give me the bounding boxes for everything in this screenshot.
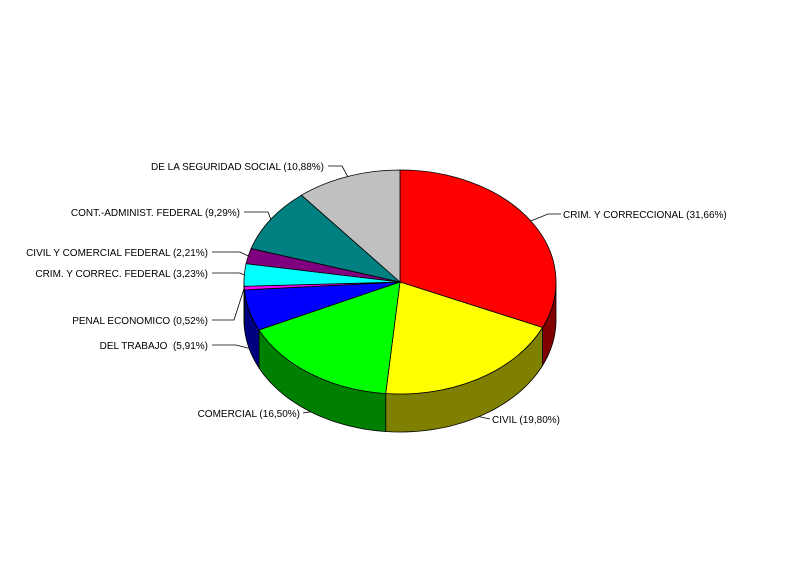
leader-line-1 xyxy=(530,213,561,222)
leader-line-2 xyxy=(478,416,491,420)
slice-label-2: CIVIL (19,80%) xyxy=(492,415,560,426)
slice-label-4: DEL TRABAJO (5,91%) xyxy=(100,341,208,352)
slice-label-8: CONT.-ADMINIST. FEDERAL (9,29%) xyxy=(71,208,240,219)
slice-label-1: CRIM. Y CORRECCIONAL (31,66%) xyxy=(563,210,727,221)
leader-line-9 xyxy=(328,165,349,177)
pie-slice-8 xyxy=(250,194,401,283)
pie-slice-9 xyxy=(300,169,401,283)
slice-label-9: DE LA SEGURIDAD SOCIAL (10,88%) xyxy=(151,162,324,173)
leader-line-4 xyxy=(212,344,250,349)
slice-label-3: COMERCIAL (16,50%) xyxy=(198,409,300,420)
leader-line-8 xyxy=(244,211,272,220)
slice-label-6: CRIM. Y CORREC. FEDERAL (3,23%) xyxy=(35,269,208,280)
pie-slice-2 xyxy=(385,281,544,395)
slice-label-5: PENAL ECONOMICO (0,52%) xyxy=(72,316,208,327)
leader-line-3 xyxy=(302,411,311,414)
pie-slice-3 xyxy=(258,281,401,394)
slice-label-7: CIVIL Y COMERCIAL FEDERAL (2,21%) xyxy=(26,248,208,259)
leader-line-6 xyxy=(212,272,245,276)
leader-line-7 xyxy=(212,251,249,257)
leader-line-5 xyxy=(212,287,245,321)
